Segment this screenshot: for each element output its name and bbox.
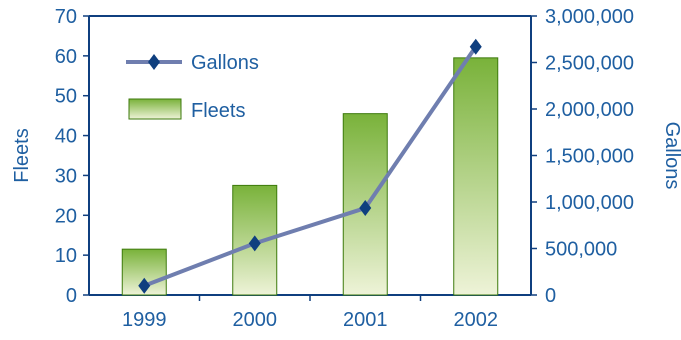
right-tick-label: 3,000,000 <box>545 6 634 28</box>
left-tick-label: 0 <box>66 285 77 307</box>
right-tick-label: 2,500,000 <box>545 53 634 75</box>
left-tick-label: 70 <box>55 6 77 28</box>
left-tick-label: 20 <box>55 205 77 227</box>
right-axis-ticks: 0 500,000 1,000,000 1,500,000 2,000,000 2,500… <box>531 6 634 307</box>
x-axis-ticks: 1999 2000 2001 2002 <box>122 295 498 331</box>
legend-gallons-label: Gallons <box>191 52 259 74</box>
left-tick-label: 40 <box>55 126 77 148</box>
x-tick-label: 2000 <box>233 309 278 331</box>
legend-gallons-marker <box>148 54 160 70</box>
right-tick-label: 1,500,000 <box>545 146 634 168</box>
x-tick-label: 1999 <box>122 309 167 331</box>
left-tick-label: 30 <box>55 165 77 187</box>
right-tick-label: 500,000 <box>545 239 617 261</box>
bars-layer <box>121 57 499 296</box>
right-tick-label: 0 <box>545 285 556 307</box>
gallons-point-marker <box>359 200 372 217</box>
fleets-bar <box>453 57 499 296</box>
x-tick-label: 2002 <box>454 309 499 331</box>
legend: Gallons Fleets <box>126 52 259 122</box>
left-tick-label: 10 <box>55 245 77 267</box>
legend-fleets-label: Fleets <box>191 100 245 122</box>
right-tick-label: 1,000,000 <box>545 192 634 214</box>
left-axis-title: Fleets <box>11 128 33 182</box>
gallons-line <box>143 45 478 288</box>
gallons-point-marker <box>248 235 261 252</box>
right-tick-label: 2,000,000 <box>545 99 634 121</box>
legend-fleets-swatch <box>128 98 182 120</box>
gallons-point-marker <box>469 38 482 55</box>
right-axis-title: Gallons <box>661 122 681 190</box>
left-axis-ticks: 0 10 20 30 40 50 60 70 <box>55 6 89 307</box>
x-tick-label: 2001 <box>343 309 388 331</box>
left-tick-label: 60 <box>55 46 77 68</box>
line-layer <box>138 38 482 294</box>
left-tick-label: 50 <box>55 86 77 108</box>
gallons-point-marker <box>138 277 151 294</box>
